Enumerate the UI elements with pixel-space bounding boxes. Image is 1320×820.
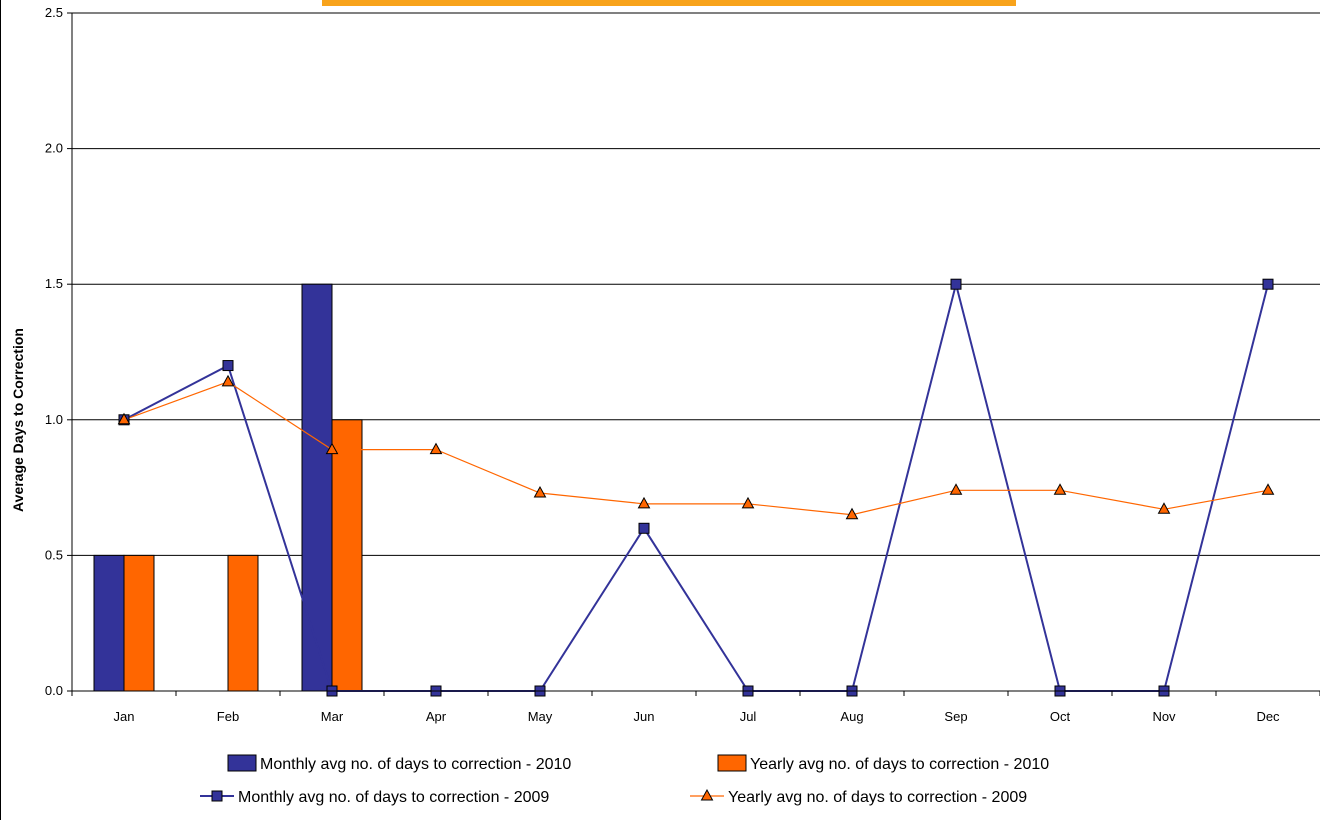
y-tick-label-1: 0.5 bbox=[45, 547, 63, 562]
x-tick-label-apr: Apr bbox=[426, 709, 447, 724]
x-tick-label-dec: Dec bbox=[1256, 709, 1280, 724]
bar-monthly-2010-mar bbox=[301, 283, 333, 692]
x-tick-labels: Jan Feb Mar Apr May Jun Jul Aug Sep Oct Nov Dec bbox=[114, 709, 1281, 724]
x-tick-label-jan: Jan bbox=[114, 709, 135, 724]
legend-marker-yearly-2009 bbox=[700, 788, 714, 801]
point-yearly-2009-jan bbox=[117, 412, 131, 425]
bar-monthly-2010-jan bbox=[93, 554, 125, 692]
legend-label-monthly-2010: Monthly avg no. of days to correction - … bbox=[260, 756, 571, 773]
title-banner-strip bbox=[322, 0, 1016, 6]
point-yearly-2009-apr bbox=[429, 442, 443, 455]
x-tick-label-may: May bbox=[528, 709, 553, 724]
line-series-group bbox=[117, 278, 1275, 697]
point-monthly-2009-dec bbox=[1262, 278, 1274, 290]
point-yearly-2009-sep bbox=[949, 483, 963, 495]
x-tick-label-oct: Oct bbox=[1050, 709, 1071, 724]
legend-swatch-monthly-2010 bbox=[227, 754, 257, 772]
chart-frame-edge bbox=[0, 0, 1, 820]
point-yearly-2009-may bbox=[533, 485, 547, 498]
gridlines bbox=[72, 12, 1320, 556]
point-yearly-2009-mar bbox=[325, 442, 339, 455]
x-tick-label-aug: Aug bbox=[840, 709, 863, 724]
axes bbox=[67, 12, 1320, 696]
x-tick-label-jul: Jul bbox=[740, 709, 757, 724]
y-axis-label: Average Days to Correction bbox=[10, 328, 26, 512]
x-tick-label-jun: Jun bbox=[634, 709, 655, 724]
y-tick-label-4: 2.0 bbox=[45, 141, 63, 156]
point-yearly-2009-aug bbox=[845, 507, 859, 520]
legend-item-yearly-2009: Yearly avg no. of days to correction - 2… bbox=[690, 788, 1027, 806]
point-monthly-2009-jun bbox=[638, 522, 650, 534]
point-monthly-2009-sep bbox=[950, 278, 962, 290]
point-yearly-2009-dec bbox=[1261, 483, 1275, 495]
x-tick-label-feb: Feb bbox=[217, 709, 239, 724]
legend-item-monthly-2009: Monthly avg no. of days to correction - … bbox=[200, 789, 549, 806]
y-tick-label-0: 0.0 bbox=[45, 683, 63, 698]
point-yearly-2009-nov bbox=[1157, 502, 1171, 514]
legend-label-yearly-2010: Yearly avg no. of days to correction - 2… bbox=[750, 756, 1049, 773]
bar-series-group bbox=[93, 283, 363, 692]
line-yearly-2009 bbox=[123, 381, 1269, 516]
legend-item-yearly-2010: Yearly avg no. of days to correction - 2… bbox=[717, 754, 1049, 773]
point-yearly-2009-jun bbox=[637, 496, 651, 509]
bar-yearly-2010-feb bbox=[227, 554, 259, 692]
y-tick-label-5: 2.5 bbox=[45, 5, 63, 20]
bar-yearly-2010-jan bbox=[123, 554, 155, 692]
point-yearly-2009-jul bbox=[741, 496, 755, 509]
y-tick-labels: 0.0 0.5 1.0 1.5 2.0 2.5 bbox=[45, 5, 63, 698]
y-tick-label-2: 1.0 bbox=[45, 412, 63, 427]
x-tick-label-mar: Mar bbox=[321, 709, 344, 724]
legend-item-monthly-2010: Monthly avg no. of days to correction - … bbox=[227, 754, 571, 773]
x-tick-label-nov: Nov bbox=[1152, 709, 1176, 724]
legend-label-yearly-2009: Yearly avg no. of days to correction - 2… bbox=[728, 789, 1027, 806]
bar-yearly-2010-mar bbox=[331, 419, 363, 692]
line-monthly-2009 bbox=[123, 283, 1269, 692]
y-tick-label-3: 1.5 bbox=[45, 276, 63, 291]
point-yearly-2009-feb bbox=[221, 374, 235, 387]
legend: Monthly avg no. of days to correction - … bbox=[200, 754, 1049, 806]
legend-marker-monthly-2009 bbox=[211, 790, 223, 802]
x-tick-label-sep: Sep bbox=[944, 709, 967, 724]
legend-swatch-yearly-2010 bbox=[717, 754, 747, 772]
point-yearly-2009-oct bbox=[1053, 483, 1067, 495]
legend-label-monthly-2009: Monthly avg no. of days to correction - … bbox=[238, 789, 549, 806]
point-monthly-2009-feb bbox=[222, 360, 234, 372]
